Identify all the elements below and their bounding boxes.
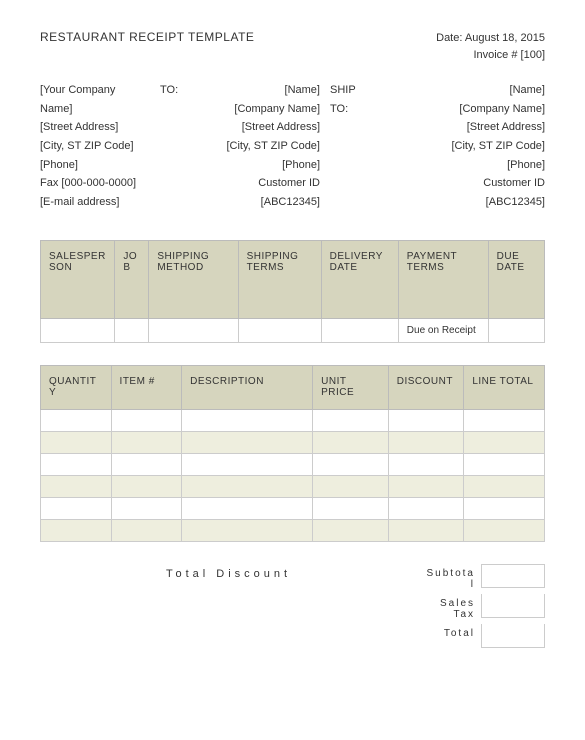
ship-phone: [Phone]	[385, 156, 545, 175]
item-row	[41, 431, 545, 453]
company-email: [E-mail address]	[40, 193, 150, 212]
ship-city: [City, ST ZIP Code]	[385, 137, 545, 156]
company-phone: [Phone]	[40, 156, 150, 175]
item-row	[41, 453, 545, 475]
items-header-row: QUANTITY ITEM # DESCRIPTION UNIT PRICE D…	[41, 365, 545, 409]
col-delivery-date: DELIVERY DATE	[321, 240, 398, 318]
col-due-date: DUE DATE	[488, 240, 544, 318]
subtotal-label: Subtotal	[417, 564, 481, 594]
item-row	[41, 475, 545, 497]
col-salesperson: SALESPERSON	[41, 240, 115, 318]
to-company: [Company Name]	[205, 100, 320, 119]
col-unit-price: UNIT PRICE	[313, 365, 389, 409]
invoice-line: Invoice # [100]	[436, 47, 545, 64]
ship-street: [Street Address]	[385, 118, 545, 137]
company-address: [Your Company Name] [Street Address] [Ci…	[40, 81, 150, 212]
col-line-total: LINE TOTAL	[464, 365, 545, 409]
sales-header-row: SALESPERSON JOB SHIPPING METHOD SHIPPING…	[41, 240, 545, 318]
company-fax: Fax [000-000-0000]	[40, 174, 150, 193]
company-street: [Street Address]	[40, 118, 150, 137]
ship-name: [Name]	[385, 81, 545, 100]
cell-delivery-date	[321, 318, 398, 342]
to-customer-id: [ABC12345]	[205, 193, 320, 212]
item-row	[41, 409, 545, 431]
cell-due-date	[488, 318, 544, 342]
col-job: JOB	[115, 240, 149, 318]
cell-salesperson	[41, 318, 115, 342]
to-street: [Street Address]	[205, 118, 320, 137]
col-payment-terms: PAYMENT TERMS	[398, 240, 488, 318]
items-table: QUANTITY ITEM # DESCRIPTION UNIT PRICE D…	[40, 365, 545, 542]
to-customer-id-label: Customer ID	[205, 174, 320, 193]
subtotal-value	[481, 564, 545, 588]
col-description: DESCRIPTION	[182, 365, 313, 409]
total-discount-label: Total Discount	[40, 564, 417, 648]
col-shipping-terms: SHIPPING TERMS	[238, 240, 321, 318]
date-line: Date: August 18, 2015	[436, 30, 545, 47]
summary-area: Total Discount Subtotal Sales Tax Total	[40, 564, 545, 648]
total-label: Total	[417, 624, 481, 648]
item-row	[41, 519, 545, 541]
col-discount: DISCOUNT	[388, 365, 464, 409]
col-shipping-method: SHIPPING METHOD	[149, 240, 238, 318]
ship-customer-id: [ABC12345]	[385, 193, 545, 212]
col-item-no: ITEM #	[111, 365, 182, 409]
col-quantity: QUANTITY	[41, 365, 112, 409]
cell-shipping-terms	[238, 318, 321, 342]
to-city: [City, ST ZIP Code]	[205, 137, 320, 156]
company-city: [City, ST ZIP Code]	[40, 137, 150, 156]
to-label: TO:	[160, 81, 195, 212]
address-block: [Your Company Name] [Street Address] [Ci…	[40, 81, 545, 212]
item-row	[41, 497, 545, 519]
document-title: RESTAURANT RECEIPT TEMPLATE	[40, 30, 254, 44]
cell-shipping-method	[149, 318, 238, 342]
cell-payment-terms: Due on Receipt	[398, 318, 488, 342]
sales-tax-value	[481, 594, 545, 618]
ship-company: [Company Name]	[385, 100, 545, 119]
sales-info-table: SALESPERSON JOB SHIPPING METHOD SHIPPING…	[40, 240, 545, 343]
ship-label: SHIP TO:	[330, 81, 375, 212]
sales-data-row: Due on Receipt	[41, 318, 545, 342]
ship-address: [Name] [Company Name] [Street Address] […	[385, 81, 545, 212]
sales-tax-label: Sales Tax	[417, 594, 481, 624]
total-value	[481, 624, 545, 648]
company-name: [Your Company Name]	[40, 81, 150, 118]
summary-grid: Subtotal Sales Tax Total	[417, 564, 545, 648]
to-address: [Name] [Company Name] [Street Address] […	[205, 81, 320, 212]
cell-job	[115, 318, 149, 342]
header-meta: Date: August 18, 2015 Invoice # [100]	[436, 30, 545, 63]
ship-customer-id-label: Customer ID	[385, 174, 545, 193]
to-phone: [Phone]	[205, 156, 320, 175]
to-name: [Name]	[205, 81, 320, 100]
header-row: RESTAURANT RECEIPT TEMPLATE Date: August…	[40, 30, 545, 63]
